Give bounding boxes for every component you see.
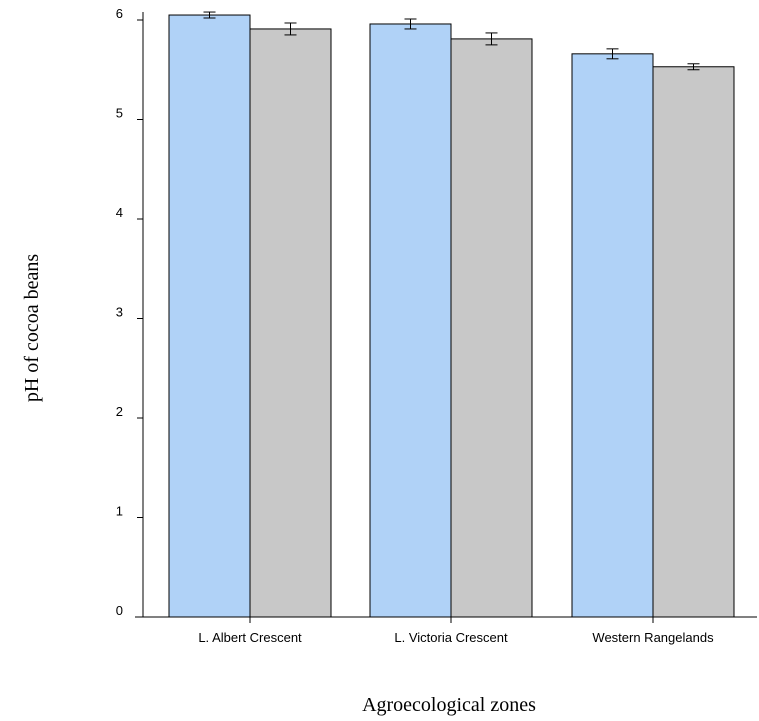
x-ticks-group: L. Albert Crescent L. Victoria Crescent We… — [198, 617, 714, 645]
y-tick-label: 3 — [116, 305, 123, 320]
error-bar-2-series-2 — [485, 32, 498, 46]
bar-2-series-1 — [369, 23, 452, 618]
bars-group — [168, 14, 735, 618]
x-axis-title: Agroecological zones — [362, 694, 536, 716]
x-tick-label: Western Rangelands — [592, 630, 714, 645]
y-tick-label: 6 — [116, 6, 123, 21]
error-bar-3-series-2 — [687, 63, 700, 71]
bar-1-series-2 — [249, 28, 332, 618]
y-tick-label: 5 — [116, 106, 123, 121]
bar-3-series-1 — [571, 53, 654, 618]
error-bar-2-series-1 — [404, 18, 417, 30]
y-tick-label: 0 — [116, 603, 123, 618]
y-tick-label: 1 — [116, 504, 123, 519]
error-bar-1-series-2 — [284, 22, 297, 36]
error-bars-group — [203, 11, 700, 71]
bar-1-series-1 — [168, 14, 251, 618]
x-tick-label: L. Victoria Crescent — [394, 630, 508, 645]
error-bar-3-series-1 — [606, 48, 619, 60]
y-tick-label: 4 — [116, 205, 123, 220]
y-tick-label: 2 — [116, 404, 123, 419]
error-bar-1-series-1 — [203, 11, 216, 19]
bar-2-series-2 — [450, 38, 533, 618]
y-ticks-group: 0 1 2 3 4 5 6 — [116, 6, 143, 618]
x-tick-label: L. Albert Crescent — [198, 630, 302, 645]
y-axis-title: pH of cocoa beans — [21, 254, 43, 402]
bar-3-series-2 — [652, 66, 735, 618]
